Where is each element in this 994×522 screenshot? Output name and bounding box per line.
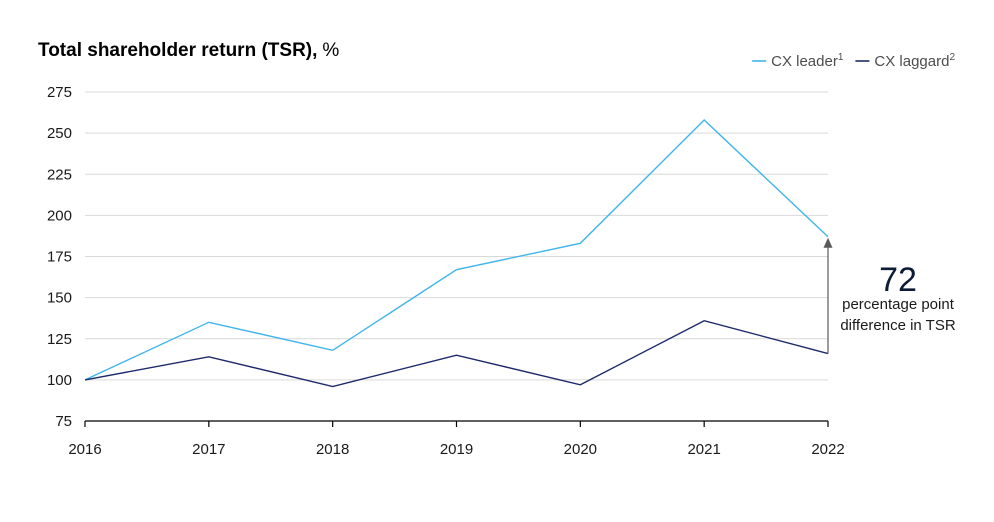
- chart-title-unit: %: [322, 40, 339, 61]
- tsr-difference-annotation: 72 percentage point difference in TSR: [840, 261, 956, 334]
- annotation-line2: difference in TSR: [840, 317, 956, 334]
- gridlines: [85, 91, 828, 381]
- x-tick-label: 2018: [316, 441, 349, 458]
- x-tick-label: 2022: [811, 441, 844, 458]
- y-tick-label: 275: [47, 84, 72, 101]
- series-lines: [84, 119, 833, 388]
- y-tick-label: 200: [47, 207, 72, 224]
- chart-title: Total shareholder return (TSR),%: [38, 40, 339, 61]
- x-tick-label: 2019: [440, 441, 473, 458]
- series-line-cx-leader: [84, 119, 829, 381]
- y-tick-label: 250: [47, 125, 72, 142]
- x-tick-label: 2021: [687, 441, 720, 458]
- difference-arrow-head: [823, 237, 833, 248]
- y-tick-label: 175: [47, 249, 72, 266]
- x-tick-label: 2020: [564, 441, 597, 458]
- y-tick-label: 75: [55, 413, 72, 430]
- x-tick-label: 2017: [192, 441, 225, 458]
- legend-item: CX laggard2: [855, 52, 955, 70]
- series-line-cx-laggard: [84, 319, 829, 388]
- y-tick-label: 225: [47, 166, 72, 183]
- legend-label: CX leader1: [771, 52, 844, 70]
- legend-item: CX leader1: [752, 52, 844, 70]
- y-tick-label: 100: [47, 372, 72, 389]
- y-tick-label: 150: [47, 290, 72, 307]
- annotation-line1: percentage point: [842, 296, 955, 313]
- chart-title-main: Total shareholder return (TSR),: [38, 40, 317, 61]
- legend-label: CX laggard2: [874, 52, 955, 70]
- annotation-value: 72: [879, 261, 917, 299]
- x-tick-label: 2016: [68, 441, 101, 458]
- legend: CX laggard2 CX leader1: [752, 52, 955, 70]
- y-tick-label: 125: [47, 331, 72, 348]
- axes: 75 100 125 150 175 200 225 250 275 2016 2017 2018 20…: [47, 84, 845, 458]
